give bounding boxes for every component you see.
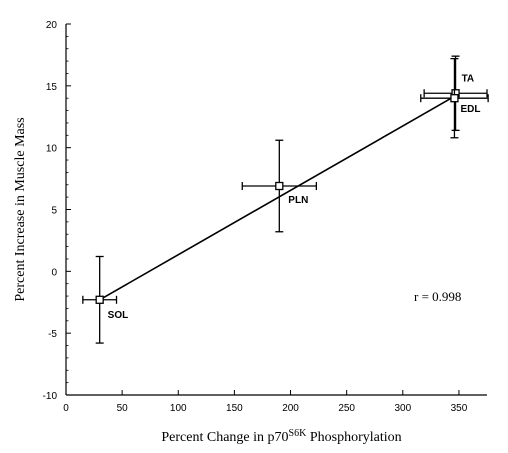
x-tick-label: 350	[451, 403, 468, 414]
correlation-annotation: r = 0.998	[414, 289, 461, 304]
y-tick-label: -10	[43, 391, 58, 402]
x-axis-title: Percent Change in p70S6K Phosphorylation	[161, 428, 401, 445]
point-marker	[95, 295, 104, 304]
point-label: SOL	[108, 310, 129, 321]
x-tick-label: 100	[170, 403, 187, 414]
y-ticks: -10 -5 0 5 10 15 20	[43, 20, 71, 402]
y-tick-label: 15	[46, 82, 58, 93]
y-tick-label: 5	[51, 206, 57, 217]
data-point-sol: SOL	[82, 255, 129, 344]
fit-line-group	[99, 95, 456, 301]
data-point-edl: EDL	[420, 57, 489, 139]
point-label: PLN	[288, 195, 308, 206]
y-tick-label: 10	[46, 144, 58, 155]
fit-line	[99, 95, 456, 301]
plot-frame	[65, 24, 487, 396]
point-label: EDL	[460, 104, 480, 115]
y-tick-label: -5	[48, 329, 57, 340]
point-marker	[275, 181, 284, 191]
data-point-ta: TA	[423, 55, 488, 132]
x-tick-label: 50	[117, 403, 129, 414]
x-ticks: 0 50 100 150 200 250 300 350	[63, 390, 468, 414]
x-axis-title-superscript: S6K	[289, 428, 308, 439]
x-tick-label: 200	[282, 403, 299, 414]
point-marker	[450, 94, 459, 103]
y-tick-label: 20	[46, 20, 58, 31]
x-axis-title-suffix: Phosphorylation	[306, 430, 401, 445]
point-label: TA	[462, 73, 475, 84]
x-tick-label: 250	[338, 403, 355, 414]
x-tick-label: 300	[394, 403, 411, 414]
y-axis-title: Percent Increase in Muscle Mass	[13, 117, 28, 301]
data-points: SOL PLN TA EDL	[82, 55, 489, 344]
data-point-pln: PLN	[241, 139, 318, 233]
x-tick-label: 150	[226, 403, 243, 414]
y-tick-label: 0	[51, 267, 57, 278]
x-axis-title-prefix: Percent Change in p70	[161, 430, 288, 445]
x-tick-label: 0	[63, 403, 69, 414]
